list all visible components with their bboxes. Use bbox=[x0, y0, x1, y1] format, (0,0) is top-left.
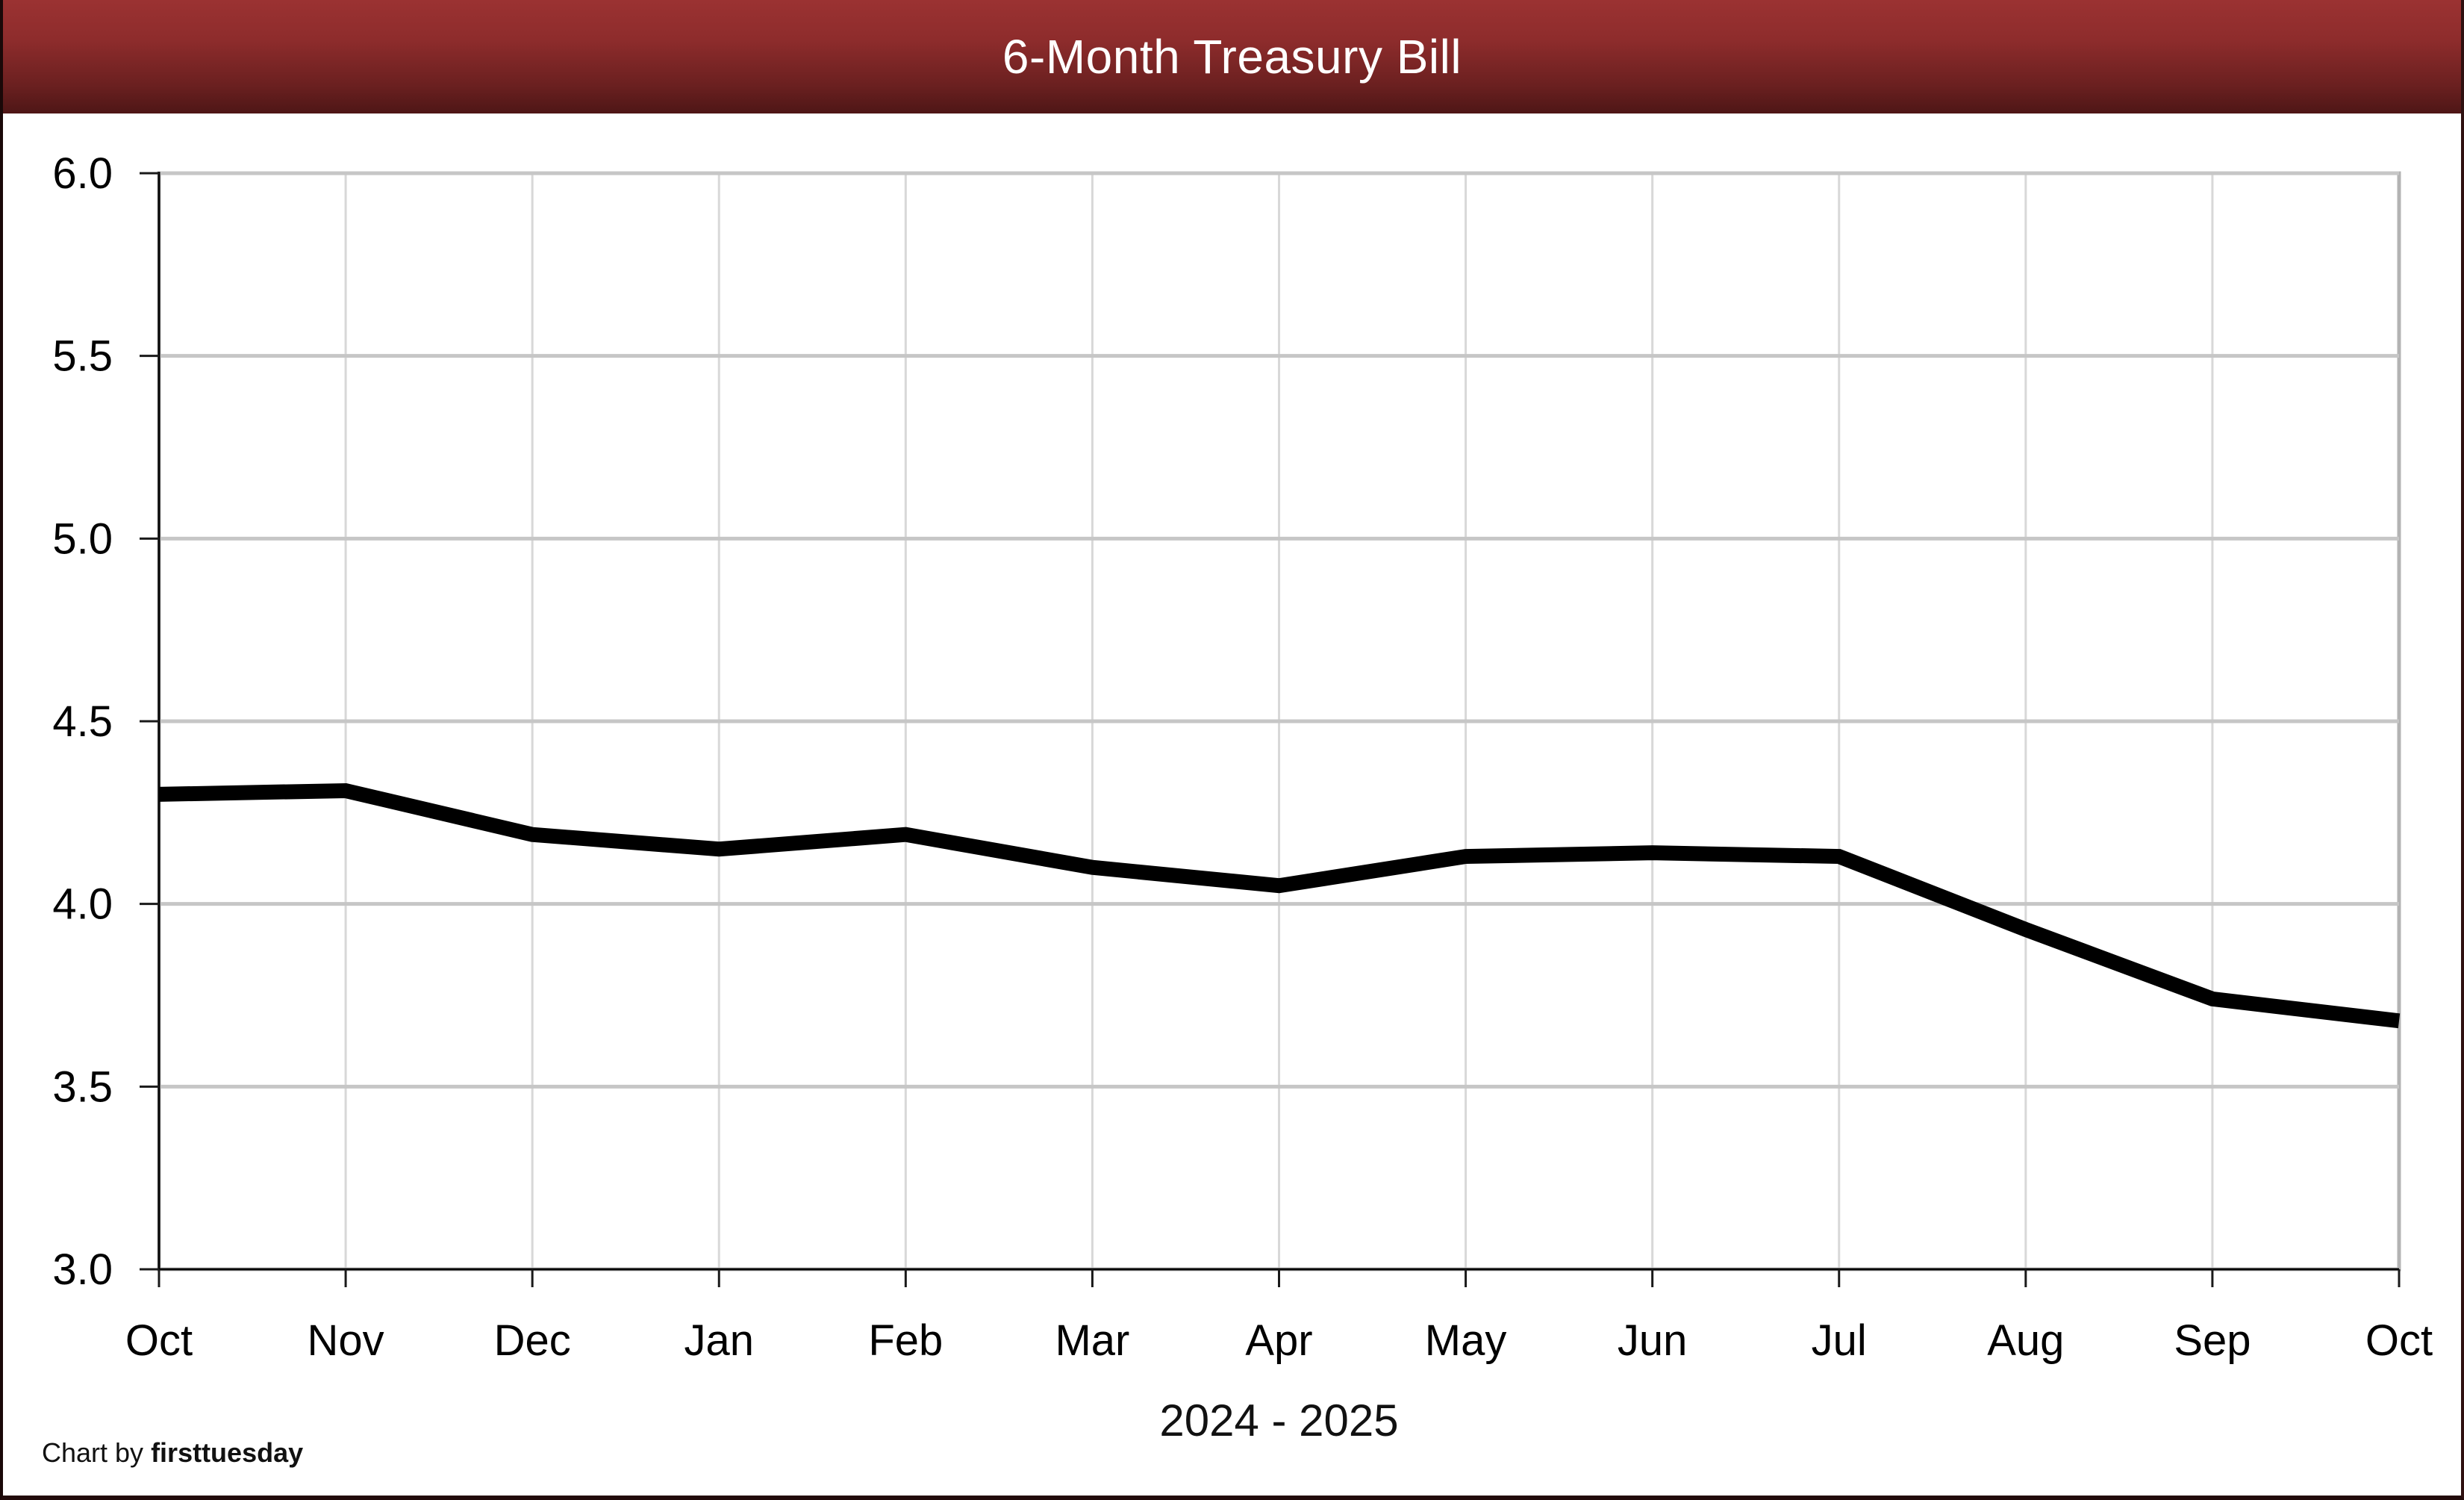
y-axis-tick-label: 4.5 bbox=[52, 697, 113, 746]
x-axis-tick-label: Mar bbox=[1055, 1316, 1129, 1365]
x-axis-tick-label: Apr bbox=[1245, 1316, 1312, 1365]
x-axis-tick-label: Jun bbox=[1618, 1316, 1688, 1365]
x-axis-tick-label: May bbox=[1425, 1316, 1507, 1365]
chart-title: 6-Month Treasury Bill bbox=[1002, 30, 1462, 84]
credit-brand: firsttuesday bbox=[151, 1437, 304, 1468]
y-axis-tick-label: 5.0 bbox=[52, 514, 113, 563]
credit-prefix: Chart by bbox=[42, 1437, 152, 1468]
x-axis-tick-label: Sep bbox=[2174, 1316, 2251, 1365]
y-axis-tick-label: 6.0 bbox=[52, 149, 113, 198]
x-axis-tick-label: Nov bbox=[308, 1316, 384, 1365]
x-axis-tick-label: Feb bbox=[868, 1316, 943, 1365]
y-axis-tick-label: 4.0 bbox=[52, 880, 113, 929]
x-axis-tick-label: Dec bbox=[494, 1316, 571, 1365]
chart-credit: Chart by firsttuesday bbox=[42, 1437, 303, 1469]
x-axis-tick-label: Jul bbox=[1812, 1316, 1867, 1365]
x-axis-tick-label: Aug bbox=[1987, 1316, 2064, 1365]
treasury-rate-line bbox=[158, 782, 2401, 1029]
x-axis-tick-label: Jan bbox=[684, 1316, 754, 1365]
x-axis-tick-label: Oct bbox=[125, 1316, 193, 1365]
chart-header: 6-Month Treasury Bill bbox=[3, 0, 2461, 113]
x-axis-tick-label: Oct bbox=[2365, 1316, 2433, 1365]
x-axis-period-label: 2024 - 2025 bbox=[1159, 1395, 1399, 1445]
y-axis-tick-label: 3.5 bbox=[52, 1062, 113, 1111]
y-axis-tick-label: 5.5 bbox=[52, 332, 113, 381]
y-axis-tick-label: 3.0 bbox=[52, 1245, 113, 1294]
